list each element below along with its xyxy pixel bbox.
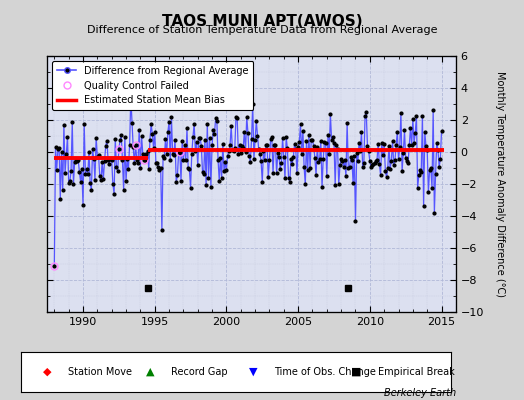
Text: Berkeley Earth: Berkeley Earth [384,388,456,398]
Text: TAOS MUNI APT(AWOS): TAOS MUNI APT(AWOS) [162,14,362,29]
Text: Difference of Station Temperature Data from Regional Average: Difference of Station Temperature Data f… [87,25,437,35]
Text: ▲: ▲ [146,367,154,377]
Text: Time of Obs. Change: Time of Obs. Change [275,367,376,377]
Text: Empirical Break: Empirical Break [378,367,454,377]
Text: Record Gap: Record Gap [171,367,228,377]
Text: Station Move: Station Move [68,367,132,377]
Y-axis label: Monthly Temperature Anomaly Difference (°C): Monthly Temperature Anomaly Difference (… [495,71,505,297]
Text: ■: ■ [351,367,362,377]
Legend: Difference from Regional Average, Quality Control Failed, Estimated Station Mean: Difference from Regional Average, Qualit… [52,61,254,110]
Text: ◆: ◆ [42,367,51,377]
Text: ▼: ▼ [249,367,257,377]
